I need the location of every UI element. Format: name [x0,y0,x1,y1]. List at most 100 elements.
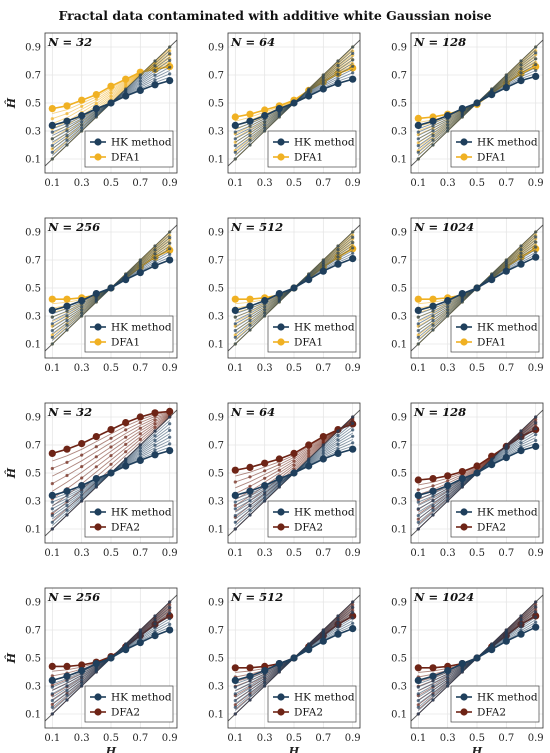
legend-box [450,685,540,723]
panel-2: 0.1 0.3 0.5 0.7 0.9 0.1 0.3 0.5 0.7 0.9 N = 64 HK m… [208,32,361,189]
x-tick-label: 0.3 [74,178,90,189]
spread-point [50,712,54,716]
spread-point [153,73,157,77]
spread-point [534,63,538,67]
legend-box [450,500,540,538]
series-point [136,413,144,421]
series-point [246,463,254,471]
spread-point [321,443,325,447]
spread-point [168,606,172,610]
legend-label: DFA1 [294,152,323,164]
series-point [151,632,159,640]
y-tick-label: 0.5 [391,469,407,480]
series-point [429,117,437,125]
plot-frame [227,32,361,174]
plot-frame [227,587,361,729]
spread-point [351,415,355,419]
series-point [502,267,510,275]
plot-frame [44,217,178,359]
series-point [107,82,115,90]
spread-point [351,51,355,56]
y-tick-label: 0.7 [391,71,407,82]
x-tick-label: 0.7 [132,733,148,744]
panel-7: 0.1 0.3 0.5 0.7 0.9 0.1 0.3 0.5 0.7 0.9 Ĥ N = 32 HK … [4,402,178,559]
y-axis-label: Ĥ [4,97,18,109]
spread-point [168,252,172,256]
legend-swatch-marker [460,523,468,531]
spread-point [50,315,54,319]
spread-point [65,138,69,142]
panel-12: 0.1 0.3 0.5 0.7 0.9 0.1 0.3 0.5 0.7 0.9 H N = 1024 H… [391,587,544,753]
x-tick-label: 0.3 [440,363,456,374]
spread-point [50,514,54,518]
spread-point [233,712,237,716]
series-point [532,442,540,450]
x-tick-label: 0.1 [410,363,426,374]
spread-point [94,115,98,119]
series-point [532,623,540,631]
panel-label: N = 256 [47,220,100,234]
spread-point [504,628,508,632]
plot-frame [44,402,178,544]
series-point [151,262,159,270]
spread-point [336,614,340,618]
spread-point [50,685,54,689]
spread-point [431,508,435,512]
spread-point [460,485,464,489]
y-tick-label: 0.9 [25,43,41,54]
spread-point [519,71,523,75]
spread-point [431,133,435,138]
spread-line [52,413,170,492]
spread-point [431,124,435,128]
series-point [444,472,452,480]
spread-point [416,342,420,346]
spread-point [80,499,84,503]
legend-label: DFA2 [111,707,140,719]
series-point [349,64,357,72]
y-tick-label: 0.9 [208,43,224,54]
spread-point [351,58,355,62]
panel-5: 0.1 0.3 0.5 0.7 0.9 0.1 0.3 0.5 0.7 0.9 N = 512 HK … [208,217,361,374]
series-point [275,660,283,668]
spread-point [168,428,172,432]
spread-point [233,335,237,339]
spread-point [124,457,128,461]
spread-point [416,144,420,148]
spread-point [65,698,69,702]
series-point [319,85,327,93]
series-point [63,672,71,680]
spread-point [153,244,157,248]
plot-frame [44,32,178,174]
spread-point [124,87,128,91]
spread-point [519,429,523,433]
spread-point [80,314,84,318]
x-tick-label: 0.5 [469,733,485,744]
legend-swatch-marker [460,338,468,346]
spread-point [431,698,435,702]
legend-label: HK method [111,507,172,519]
x-tick-label: 0.5 [103,363,119,374]
series-point [231,306,239,314]
legend-swatch-marker [277,508,285,516]
series-point [473,462,481,470]
x-tick-label: 0.1 [44,733,60,744]
spread-point [534,610,538,614]
y-tick-label: 0.5 [25,99,41,110]
spread-point [307,272,311,276]
spread-point [416,705,420,709]
series-point [414,121,422,129]
data-layer [45,407,177,537]
spread-point [80,129,84,133]
spread-point [248,138,252,142]
spread-point [534,605,538,609]
legend-label: DFA1 [477,152,506,164]
spread-point [431,138,435,142]
y-tick-label: 0.1 [25,525,41,536]
series-point [78,440,86,448]
series-point [488,91,496,99]
panel-label: N = 128 [413,405,466,419]
spread-point [248,494,252,498]
spread-point [351,421,355,425]
spread-point [336,447,340,451]
spread-point [248,688,252,693]
